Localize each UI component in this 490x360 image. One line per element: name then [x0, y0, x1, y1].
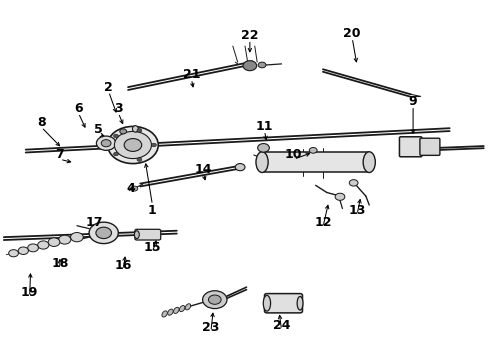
Ellipse shape [263, 296, 270, 311]
Circle shape [309, 148, 317, 153]
Circle shape [48, 238, 60, 247]
Circle shape [208, 295, 221, 304]
Circle shape [349, 180, 358, 186]
Text: 14: 14 [195, 163, 212, 176]
Circle shape [38, 241, 49, 249]
Text: 4: 4 [126, 183, 135, 195]
Ellipse shape [168, 309, 173, 315]
Text: 11: 11 [256, 120, 273, 133]
Circle shape [258, 62, 266, 68]
Circle shape [258, 144, 270, 152]
Circle shape [335, 193, 345, 201]
Circle shape [9, 249, 19, 257]
Circle shape [59, 235, 71, 244]
Circle shape [71, 233, 83, 242]
Text: 15: 15 [144, 241, 161, 255]
Text: 6: 6 [74, 102, 83, 115]
Text: 2: 2 [104, 81, 113, 94]
Circle shape [120, 129, 126, 134]
FancyBboxPatch shape [420, 138, 440, 156]
Text: 16: 16 [115, 259, 132, 272]
Text: 13: 13 [348, 204, 366, 217]
Circle shape [151, 143, 156, 147]
Circle shape [243, 61, 257, 71]
Text: 22: 22 [241, 29, 259, 42]
Text: 21: 21 [183, 68, 200, 81]
Circle shape [114, 152, 119, 156]
FancyBboxPatch shape [135, 229, 161, 240]
Text: 8: 8 [37, 116, 46, 129]
Circle shape [101, 140, 111, 147]
Circle shape [18, 247, 28, 255]
Text: 5: 5 [95, 123, 103, 136]
Text: 3: 3 [114, 102, 122, 115]
Ellipse shape [162, 311, 168, 317]
Circle shape [28, 244, 38, 252]
Text: 1: 1 [148, 204, 157, 217]
Circle shape [115, 131, 151, 158]
Ellipse shape [179, 306, 185, 312]
Circle shape [96, 227, 112, 239]
Ellipse shape [132, 126, 138, 132]
Ellipse shape [173, 307, 179, 314]
Text: 24: 24 [273, 319, 290, 332]
Text: 7: 7 [55, 148, 64, 162]
Text: 12: 12 [314, 216, 332, 229]
Ellipse shape [297, 296, 303, 310]
Circle shape [131, 186, 138, 191]
FancyBboxPatch shape [399, 137, 422, 157]
Ellipse shape [134, 231, 139, 239]
Text: 20: 20 [343, 27, 361, 40]
Circle shape [235, 163, 245, 171]
Circle shape [202, 291, 227, 309]
Circle shape [108, 126, 158, 163]
Circle shape [124, 139, 142, 152]
FancyBboxPatch shape [265, 294, 302, 313]
Text: 23: 23 [202, 321, 220, 334]
Text: 17: 17 [85, 216, 103, 229]
Ellipse shape [185, 304, 191, 310]
Text: 18: 18 [51, 257, 69, 270]
Ellipse shape [363, 152, 375, 172]
Circle shape [114, 134, 119, 138]
Circle shape [97, 136, 116, 150]
Ellipse shape [256, 152, 268, 172]
Text: 9: 9 [409, 95, 417, 108]
Circle shape [137, 129, 142, 132]
Circle shape [89, 222, 118, 244]
Text: 19: 19 [21, 286, 38, 299]
Text: 10: 10 [285, 148, 302, 162]
Polygon shape [262, 152, 369, 172]
Circle shape [137, 158, 142, 161]
